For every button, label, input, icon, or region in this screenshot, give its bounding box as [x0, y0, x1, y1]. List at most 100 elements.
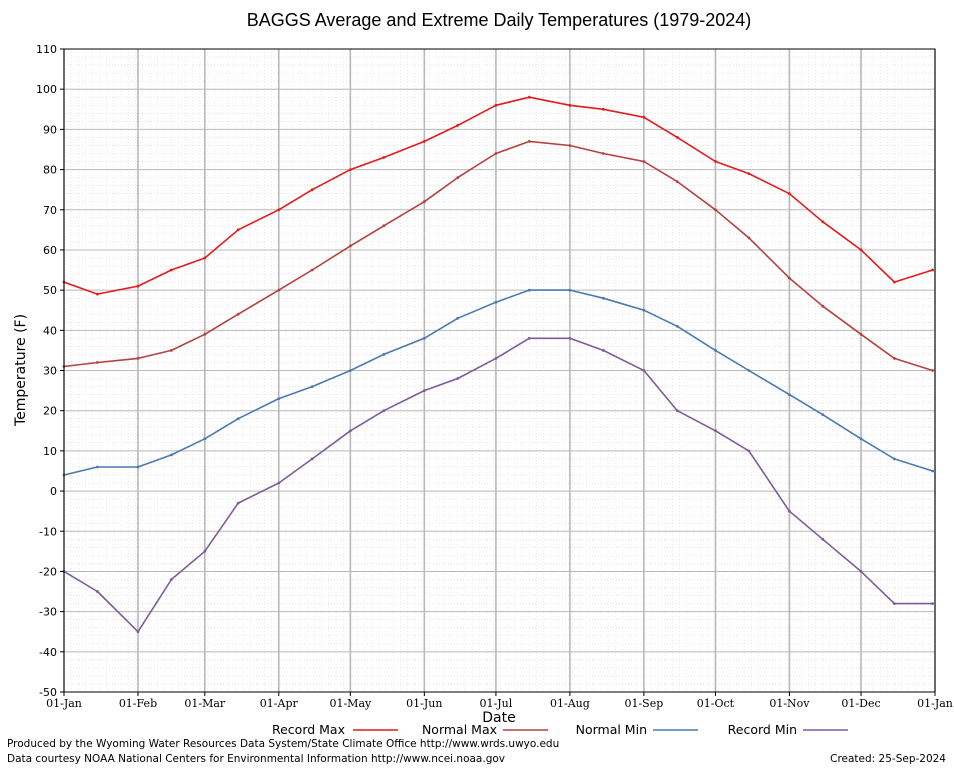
data-point-record-min [788, 509, 791, 513]
data-point-record-max [675, 136, 679, 139]
data-point-normal-max [893, 357, 896, 360]
data-point-normal-max [310, 268, 314, 272]
data-point-record-max [893, 280, 896, 284]
data-point-normal-min [527, 288, 531, 292]
data-point-record-max [568, 103, 572, 107]
data-point-record-max [277, 208, 281, 212]
data-point-normal-max [136, 357, 140, 360]
x-tick-label: 01-Oct [697, 697, 735, 710]
data-point-normal-min [422, 336, 426, 340]
data-point-normal-min [96, 465, 99, 469]
data-point-record-max [494, 103, 498, 107]
data-point-record-min [170, 578, 173, 581]
data-point-normal-min [859, 437, 863, 441]
data-point-normal-min [310, 385, 314, 388]
data-point-record-max [642, 115, 646, 119]
data-point-normal-min [494, 300, 498, 304]
y-tick-label: -30 [39, 606, 57, 619]
data-point-record-max [136, 284, 140, 288]
data-point-record-min [821, 537, 825, 541]
data-point-normal-max [788, 276, 791, 280]
y-tick-label: 70 [43, 204, 57, 217]
data-point-normal-max [642, 160, 646, 163]
data-point-record-max [859, 248, 863, 252]
data-point-record-min [203, 549, 207, 553]
data-point-record-min [136, 630, 140, 634]
data-point-normal-max [675, 180, 679, 184]
x-tick-label: 01-Mar [184, 697, 226, 710]
data-point-normal-max [527, 140, 531, 143]
data-point-record-max [382, 156, 386, 159]
data-point-record-min [382, 409, 386, 413]
y-tick-label: 80 [43, 164, 57, 177]
data-point-normal-max [422, 200, 426, 204]
y-tick-label: 10 [43, 445, 57, 458]
data-point-normal-min [277, 397, 281, 400]
data-point-record-max [821, 220, 825, 224]
data-point-record-max [203, 256, 207, 260]
y-tick-label: 30 [43, 365, 57, 378]
data-point-record-max [170, 268, 173, 272]
x-axis-label: Date [482, 710, 515, 726]
data-point-normal-max [170, 349, 173, 352]
y-tick-label: 0 [50, 485, 57, 498]
data-point-record-max [96, 292, 99, 296]
data-point-normal-max [601, 152, 605, 155]
data-point-normal-max [236, 312, 240, 316]
footer-produced-by: Produced by the Wyoming Water Resources … [7, 738, 560, 750]
data-point-record-min [494, 357, 498, 360]
footer-data-courtesy: Data courtesy NOAA National Centers for … [7, 753, 506, 765]
series-layer [62, 95, 934, 634]
data-point-normal-max [821, 304, 825, 308]
data-point-normal-max [277, 288, 281, 292]
data-point-record-max [601, 107, 605, 111]
data-point-normal-min [203, 437, 207, 441]
data-point-record-min [601, 349, 605, 352]
y-tick-label: -40 [39, 646, 57, 659]
x-tick-label: 01-Jun [406, 697, 442, 710]
x-tick-label: 01-Sep [624, 697, 663, 710]
data-point-record-min [310, 457, 314, 461]
data-point-normal-min [170, 453, 173, 457]
y-tick-label: -20 [39, 565, 57, 578]
data-point-record-max [236, 228, 240, 232]
legend-label-record-max: Record Max [272, 722, 345, 737]
data-point-normal-min [568, 288, 572, 292]
data-point-record-min [236, 501, 240, 505]
data-point-record-max [931, 268, 934, 272]
x-tick-label: 01-Nov [769, 697, 810, 710]
data-point-normal-min [456, 316, 460, 320]
data-point-record-min [642, 369, 646, 372]
data-point-normal-min [788, 393, 791, 396]
data-point-record-min [859, 570, 863, 573]
legend-label-record-min: Record Min [728, 722, 797, 737]
data-point-normal-min [349, 369, 352, 372]
data-point-record-min [747, 449, 751, 453]
data-point-record-min [568, 336, 572, 340]
data-point-record-max [456, 124, 460, 127]
data-point-record-max [310, 188, 314, 192]
data-point-record-max [422, 140, 426, 143]
data-point-normal-min [136, 465, 140, 469]
data-point-record-min [714, 429, 717, 433]
x-tick-label: 01-Dec [841, 697, 880, 710]
y-tick-label: 20 [43, 405, 57, 418]
x-tick-label: 01-Apr [260, 697, 299, 710]
data-point-record-min [349, 429, 352, 433]
data-point-normal-min [821, 413, 825, 417]
data-point-normal-max [931, 369, 934, 372]
data-point-normal-min [893, 457, 896, 461]
data-point-record-min [277, 481, 281, 485]
data-point-normal-max [568, 144, 572, 147]
data-point-normal-min [382, 353, 386, 356]
data-point-record-min [675, 409, 679, 413]
x-tick-label: 01-Feb [119, 697, 157, 710]
data-point-normal-max [456, 176, 460, 180]
data-point-normal-max [382, 224, 386, 228]
data-point-normal-min [236, 417, 240, 421]
y-tick-label: 90 [43, 123, 57, 136]
y-axis-label: Temperature (F) [13, 314, 29, 427]
data-point-normal-max [494, 152, 498, 155]
chart-title: BAGGS Average and Extreme Daily Temperat… [247, 10, 752, 30]
data-point-normal-min [675, 324, 679, 328]
